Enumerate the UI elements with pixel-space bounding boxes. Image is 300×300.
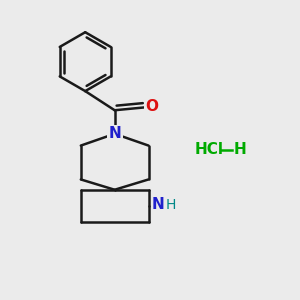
- Text: H: H: [165, 198, 176, 212]
- Text: N: N: [108, 126, 121, 141]
- Text: HCl: HCl: [194, 142, 223, 158]
- Text: H: H: [234, 142, 247, 158]
- Text: O: O: [146, 99, 159, 114]
- Text: N: N: [152, 197, 165, 212]
